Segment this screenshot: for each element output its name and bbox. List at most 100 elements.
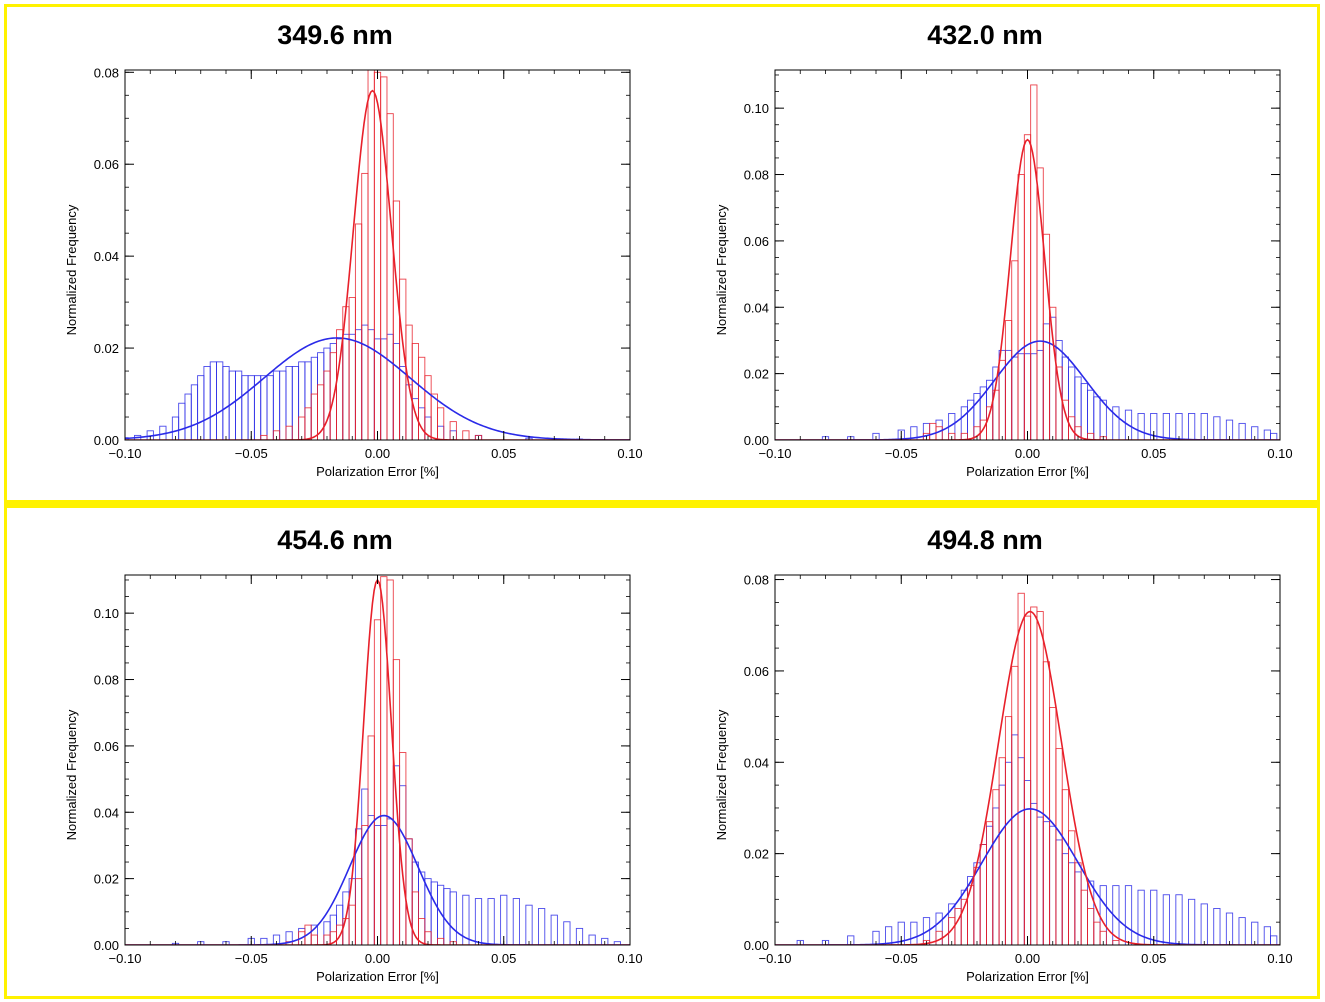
blue-histogram-bar (285, 931, 293, 945)
chart-title: 349.6 nm (277, 20, 393, 50)
blue-histogram-bar (405, 838, 413, 945)
red-histogram-bar (424, 375, 432, 440)
x-tick-label: 0.00 (1015, 446, 1040, 461)
blue-histogram-bar (354, 329, 363, 440)
blue-histogram-bar (1188, 898, 1196, 945)
y-tick-label: 0.00 (744, 938, 769, 953)
blue-histogram-bar (241, 375, 249, 440)
red-histogram-bar (323, 370, 331, 440)
red-histogram-bar (354, 223, 363, 440)
red-histogram-bar (437, 937, 445, 945)
x-tick-label: 0.05 (1141, 951, 1166, 966)
x-tick-label: −0.05 (885, 446, 918, 461)
red-histogram-bar (1017, 592, 1025, 945)
blue-histogram-bar (1074, 376, 1082, 440)
chart-svg: −0.10 −0.05 0.00 0.05 0.10 0.00 0.02 0.04 0.06 0.… (714, 573, 1293, 984)
blue-histogram-bar (1036, 349, 1044, 440)
red-histogram-bar (1042, 233, 1051, 440)
chart-panel-4: 494.8 nm −0.10 −0.05 0.00 0.05 0.10 0.00 0.02 0.… (660, 525, 1310, 995)
blue-histogram-bar (1061, 853, 1069, 945)
blue-histogram-bar (1011, 356, 1019, 440)
blue-histogram-bar (235, 370, 243, 440)
red-histogram-bar (424, 931, 432, 945)
red-gaussian-fit-line (775, 610, 1280, 945)
blue-histogram-bar (1036, 816, 1044, 945)
blue-histogram-bar (367, 815, 375, 945)
x-tick-label: 0.10 (1267, 446, 1292, 461)
red-histogram-bar (342, 918, 350, 945)
blue-histogram-bar (222, 366, 230, 440)
chart-panel-2: 432.0 nm −0.10 −0.05 0.00 0.05 0.10 0.00 0.02 0.… (660, 20, 1310, 490)
blue-histogram-bar (1011, 734, 1019, 945)
x-tick-label: −0.05 (235, 951, 268, 966)
blue-histogram-bar (184, 393, 192, 440)
y-tick-label: 0.10 (94, 606, 119, 621)
red-histogram-bar (430, 393, 438, 440)
y-tick-label: 0.02 (94, 872, 119, 887)
blue-histogram-bar (487, 898, 495, 945)
red-histogram-bar (1030, 84, 1038, 440)
red-histogram-bar (954, 908, 962, 945)
blue-histogram-bar (304, 361, 312, 440)
red-histogram-bar (310, 934, 318, 945)
blue-histogram-bar (1017, 353, 1025, 440)
x-tick-label: −0.05 (235, 446, 268, 461)
blue-histogram-bar (1023, 780, 1032, 945)
y-tick-label: 0.02 (744, 847, 769, 862)
y-tick-label: 0.00 (744, 433, 769, 448)
chart-svg: −0.10 −0.05 0.00 0.05 0.10 0.00 0.02 0.04 0.06 0.… (64, 574, 643, 984)
red-histogram-bar (1011, 260, 1019, 440)
blue-histogram-bar (1213, 416, 1221, 440)
plot-frame (124, 69, 631, 441)
blue-histogram-bar (1099, 885, 1107, 945)
x-tick-label: 0.10 (617, 446, 642, 461)
red-histogram-bar (386, 579, 394, 945)
red-histogram-bar (992, 789, 1000, 945)
blue-histogram-bar (1068, 862, 1076, 945)
red-histogram-bar (1004, 320, 1013, 440)
blue-histogram-bar (216, 361, 224, 440)
blue-histogram-bar (392, 343, 401, 440)
red-histogram-bar (1093, 921, 1101, 945)
blue-histogram-bar (1263, 926, 1271, 945)
red-histogram-bar (1017, 174, 1025, 440)
blue-histogram-bar (443, 888, 451, 945)
blue-histogram-bar (563, 921, 571, 945)
blue-histogram-bar (1200, 903, 1208, 945)
blue-histogram-bar (1030, 802, 1038, 945)
x-axis-label: Polarization Error [%] (966, 969, 1089, 984)
blue-histogram-bar (418, 871, 426, 945)
blue-histogram-bar (992, 807, 1000, 945)
red-histogram-bar (380, 576, 388, 945)
blue-histogram-bar (1042, 821, 1051, 945)
blue-histogram-bar (1017, 757, 1025, 945)
bottom-row-frame (4, 506, 1320, 999)
blue-histogram-bar (1270, 432, 1278, 440)
red-histogram-bar (973, 866, 981, 945)
y-axis-label: Normalized Frequency (714, 204, 729, 335)
red-histogram-bar (367, 735, 375, 945)
red-histogram-bar (1049, 306, 1057, 440)
blue-histogram-bar (1112, 406, 1120, 440)
y-axis-label: Normalized Frequency (714, 709, 729, 840)
y-axis-label: Normalized Frequency (64, 709, 79, 840)
blue-histogram-bar (1099, 399, 1107, 440)
y-tick-label: 0.00 (94, 938, 119, 953)
y-tick-label: 0.04 (94, 249, 119, 264)
blue-histogram-bar (1225, 912, 1234, 945)
blue-histogram-bar (1251, 426, 1259, 440)
chart-svg: −0.10 −0.05 0.00 0.05 0.10 0.00 0.02 0.04 0.06 0.… (64, 65, 643, 479)
y-tick-label: 0.08 (744, 168, 769, 183)
red-gaussian-fit-line (125, 578, 630, 945)
red-histogram-bar (1042, 661, 1051, 945)
chart-svg: −0.10 −0.05 0.00 0.05 0.10 0.00 0.02 0.04 0.06 0.… (714, 69, 1293, 479)
red-histogram-bar (935, 426, 943, 440)
blue-histogram-bar (437, 425, 445, 440)
blue-histogram-bar (399, 785, 407, 945)
y-tick-label: 0.06 (744, 234, 769, 249)
red-histogram-bar (392, 200, 401, 440)
x-tick-label: 0.05 (491, 951, 516, 966)
x-tick-label: 0.05 (1141, 446, 1166, 461)
blue-histogram-bar (1055, 839, 1063, 945)
red-histogram-bar (1004, 716, 1013, 945)
